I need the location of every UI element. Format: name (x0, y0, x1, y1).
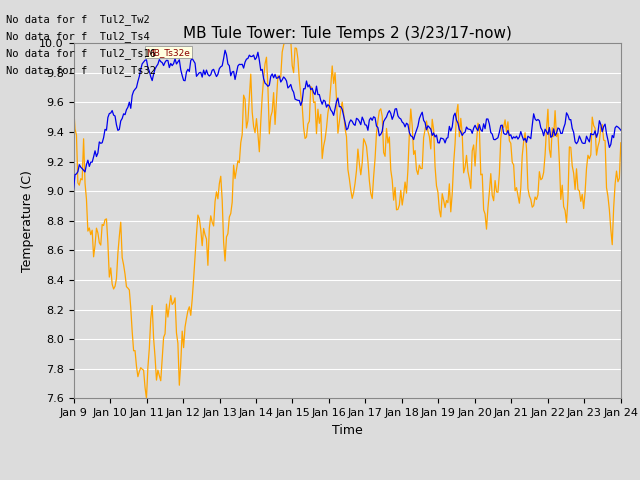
Tul2_Ts-2 (617, 127, 625, 133)
Tul2_Ts-8 (70, 103, 77, 109)
Tul2_Ts-2 (543, 129, 550, 134)
Title: MB Tule Tower: Tule Temps 2 (3/23/17-now): MB Tule Tower: Tule Temps 2 (3/23/17-now… (183, 25, 511, 41)
Tul2_Ts-8 (354, 146, 362, 152)
Tul2_Ts-8 (463, 153, 470, 158)
Tul2_Ts-8 (544, 107, 552, 112)
Tul2_Ts-8 (281, 37, 289, 43)
Text: No data for f  Tul2_Ts16: No data for f Tul2_Ts16 (6, 48, 156, 59)
Text: No data for f  Tul2_Tw2: No data for f Tul2_Tw2 (6, 14, 150, 25)
Tul2_Ts-2 (88, 159, 96, 165)
Tul2_Ts-8 (143, 396, 150, 401)
Tul2_Ts-2 (353, 116, 360, 121)
Line: Tul2_Ts-8: Tul2_Ts-8 (74, 40, 621, 398)
Tul2_Ts-2 (614, 124, 622, 130)
Text: MB_Ts32e: MB_Ts32e (147, 48, 191, 57)
Tul2_Ts-8 (106, 274, 113, 280)
Tul2_Ts-8 (616, 175, 623, 181)
Tul2_Ts-8 (617, 140, 625, 146)
Legend: Tul2_Ts-2, Tul2_Ts-8: Tul2_Ts-2, Tul2_Ts-8 (232, 476, 462, 480)
Line: Tul2_Ts-2: Tul2_Ts-2 (74, 50, 621, 189)
Tul2_Ts-2 (461, 129, 469, 135)
Tul2_Ts-2 (221, 48, 229, 53)
Text: No data for f  Tul2_Ts32: No data for f Tul2_Ts32 (6, 65, 156, 76)
Tul2_Ts-2 (70, 186, 77, 192)
Tul2_Ts-2 (106, 111, 113, 117)
X-axis label: Time: Time (332, 424, 363, 437)
Text: No data for f  Tul2_Ts4: No data for f Tul2_Ts4 (6, 31, 150, 42)
Y-axis label: Temperature (C): Temperature (C) (20, 170, 34, 272)
Tul2_Ts-8 (88, 228, 96, 233)
